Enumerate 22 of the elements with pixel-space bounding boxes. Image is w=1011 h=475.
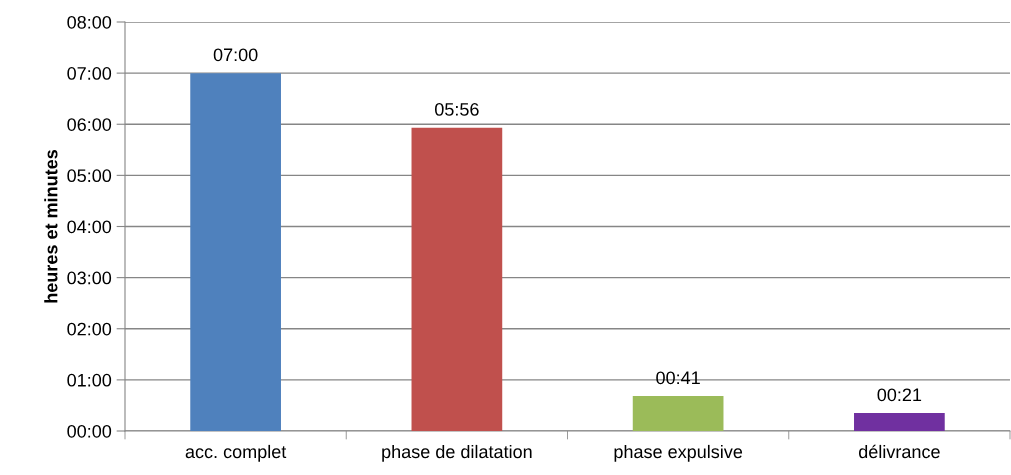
y-axis-title: heures et minutes [44,149,58,303]
data-label: 07:00 [213,48,258,62]
data-label: 00:21 [877,388,922,402]
x-tick-label: phase de dilatation [382,444,532,462]
y-tick-label: 06:00 [67,118,112,131]
data-label: 00:41 [656,371,700,385]
data-label: 05:56 [434,102,479,116]
y-tick-label: 04:00 [67,220,112,234]
bar [854,413,945,431]
y-tick-label: 07:00 [67,67,112,80]
bar [411,127,503,431]
y-tick-label: 03:00 [67,271,112,285]
x-tick-label: délivrance [858,444,940,459]
y-tick-label: 00:00 [67,424,112,438]
x-tick-label: phase expulsive [614,444,743,462]
y-tick-label: 02:00 [67,322,112,336]
x-tick-label: acc. complet [185,444,287,462]
y-tick-label: 05:00 [67,169,112,183]
bar [632,396,724,431]
bar [190,73,281,431]
y-tick-label: 08:00 [67,15,112,29]
y-tick-label: 01:00 [67,373,112,387]
